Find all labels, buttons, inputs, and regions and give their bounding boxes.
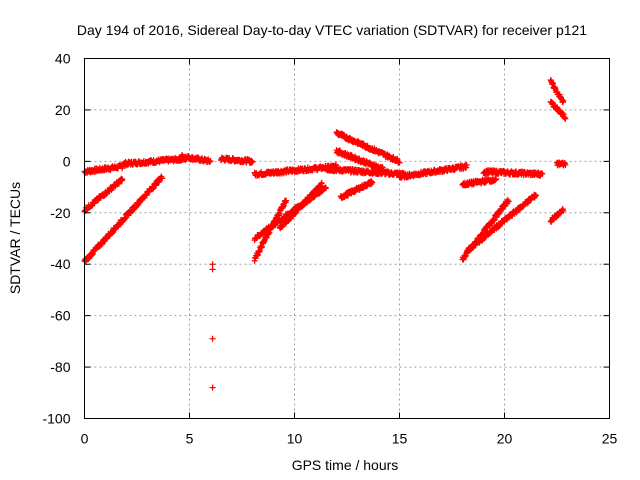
axis-ticks: [84, 58, 610, 419]
y-tick-label: -20: [50, 205, 70, 221]
x-tick-label: 0: [81, 431, 89, 447]
plot-frame: [84, 58, 610, 419]
x-axis-title: GPS time / hours: [292, 457, 399, 473]
data-point: [463, 162, 470, 169]
data-point: [207, 158, 214, 165]
data-point: [209, 266, 216, 273]
data-point: [209, 335, 216, 342]
data-point: [283, 197, 290, 204]
data-point: [505, 198, 512, 205]
chart-title: Day 194 of 2016, Sidereal Day-to-day VTE…: [77, 22, 587, 38]
data-point: [539, 170, 546, 177]
data-point: [249, 159, 256, 166]
x-tick-label: 15: [392, 431, 408, 447]
x-tick-label: 10: [287, 431, 303, 447]
data-point: [560, 97, 567, 104]
y-axis-title: SDTVAR / TECUs: [7, 182, 23, 294]
x-tick-label: 25: [602, 431, 618, 447]
data-point: [369, 179, 376, 186]
data-point: [209, 384, 216, 391]
data-point: [119, 176, 126, 183]
y-tick-label: -60: [50, 308, 70, 324]
x-tick-labels: 0 5 10 15 20 25: [81, 431, 618, 447]
grid-lines: [84, 58, 610, 419]
x-tick-label: 5: [186, 431, 194, 447]
data-point: [159, 175, 166, 182]
y-tick-label: 20: [55, 102, 71, 118]
y-tick-label: 0: [63, 153, 71, 169]
data-points: [81, 77, 569, 391]
data-point: [379, 164, 386, 171]
data-point: [560, 207, 567, 214]
y-tick-label: -80: [50, 359, 70, 375]
y-tick-label: -100: [42, 411, 70, 427]
data-point: [396, 159, 403, 166]
data-point: [562, 161, 569, 168]
y-tick-label: 40: [55, 51, 71, 67]
data-point: [493, 175, 500, 182]
y-tick-labels: -100 -80 -60 -40 -20 0 20 40: [42, 51, 70, 427]
data-point: [323, 185, 329, 192]
data-point: [318, 179, 325, 186]
data-point: [533, 192, 539, 199]
y-tick-label: -40: [50, 256, 70, 272]
data-point: [209, 261, 216, 268]
x-tick-label: 20: [497, 431, 513, 447]
data-point: [562, 115, 569, 122]
